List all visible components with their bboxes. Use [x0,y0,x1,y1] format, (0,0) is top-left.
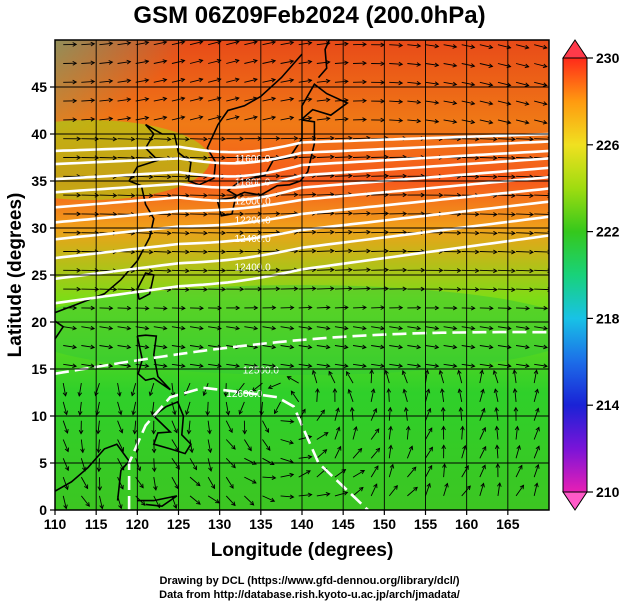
credit-drawing: Drawing by DCL (https://www.gfd-dennou.o… [159,575,460,587]
page-title: GSM 06Z09Feb2024 (200.0hPa) [133,2,486,29]
x-tick-label: 165 [496,516,520,532]
lat-lon-grid [55,40,549,510]
coastline [55,320,65,341]
y-tick-label: 10 [31,408,47,424]
x-tick-label: 150 [373,516,397,532]
x-tick-label: 160 [455,516,479,532]
colorbar-tick-label: 218 [596,310,619,326]
contour-label: 11800.0 [235,178,271,189]
contour-line-dashed [127,386,369,510]
y-tick-label: 5 [39,455,47,471]
colorbar-tick-label: 214 [596,397,619,413]
y-tick-label: 0 [39,502,47,518]
y-tick-label: 35 [31,173,47,189]
x-tick-label: 125 [167,516,191,532]
contour-label: 12400.0 [235,234,272,245]
x-tick-label: 120 [126,516,150,532]
y-axis-label: Latitude (degrees) [5,193,26,358]
colorbar-bottom-arrow [562,491,588,511]
colorbar-ticks: 210 214 218 222 226 230 [587,50,619,500]
y-tick-label: 15 [31,361,47,377]
contour-label: 12400.0 [235,262,272,273]
y-tick-label: 30 [31,220,47,236]
contour-label: 12600.0 [226,389,263,400]
colorbar-top-arrow [562,39,588,59]
y-tick-label: 20 [31,314,47,330]
x-tick-label: 130 [208,516,232,532]
x-tick-label: 140 [290,516,314,532]
colorbar-tick-label: 210 [596,484,619,500]
x-tick-label: 135 [249,516,273,532]
colorbar-tick-label: 230 [596,50,619,66]
coastline [317,40,330,79]
x-tick-label: 115 [85,516,108,532]
contour-label: 12000.0 [235,197,272,208]
x-tick-label: 110 [44,516,67,532]
x-axis-ticks: 110 115 120 125 130 135 140 145 150 155 160 165 [44,510,520,532]
x-axis-label: Longitude (degrees) [211,540,394,561]
colorbar-tick-label: 226 [596,137,619,153]
coastline [301,83,349,120]
credit-data: Data from http://database.rish.kyoto-u.a… [159,589,460,601]
colorbar [562,57,588,493]
colorbar-tick-label: 222 [596,224,619,240]
x-tick-label: 145 [331,516,355,532]
coastline [55,443,131,501]
coastline [137,495,178,508]
y-axis-ticks: 0 5 10 15 20 25 30 35 40 45 [31,79,55,518]
x-tick-label: 155 [414,516,438,532]
y-tick-label: 40 [31,126,47,142]
contour-label: 12200.0 [235,215,272,226]
green-belt [55,285,549,375]
y-tick-label: 25 [31,267,47,283]
contour-label: 11600.0 [235,154,271,165]
coastline [173,53,303,186]
coastline [152,400,192,455]
y-tick-label: 45 [31,79,47,95]
